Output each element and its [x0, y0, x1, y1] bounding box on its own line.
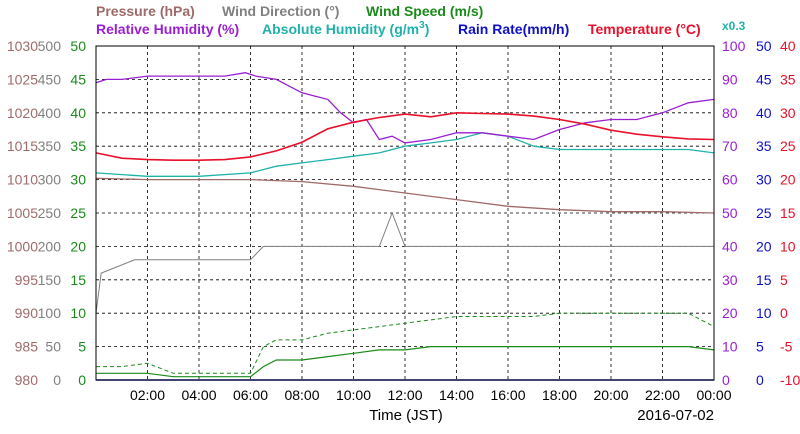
- date-label: 2016-07-02: [637, 407, 714, 424]
- y-tick-temperature: 30: [780, 105, 796, 121]
- y-tick-temperature: 35: [780, 71, 796, 87]
- y-tick-temperature: -5: [780, 339, 793, 355]
- y-tick-rain-rate: 45: [756, 71, 772, 87]
- y-tick-wind-speed: 25: [70, 205, 86, 221]
- y-tick-relative-humidity: 70: [722, 138, 738, 154]
- y-tick-wind-speed: 5: [78, 339, 86, 355]
- y-tick-wind-speed: 0: [78, 372, 86, 388]
- y-tick-wind-direction: 50: [45, 339, 61, 355]
- legend-wind-direction: Wind Direction (°): [222, 3, 339, 19]
- y-tick-temperature: 40: [780, 38, 796, 54]
- y-tick-relative-humidity: 60: [722, 172, 738, 188]
- axis-labels: 02:00 04:00 06:00 08:00 10:00 12:00 14:00 16:00…: [7, 38, 800, 403]
- y-tick-relative-humidity: 80: [722, 105, 738, 121]
- y-tick-pressure: 1005: [7, 205, 38, 221]
- series-absolute-humidity: [95, 132, 715, 177]
- y-tick-wind-speed: 45: [70, 71, 86, 87]
- y-tick-temperature: 10: [780, 238, 796, 254]
- y-tick-temperature: 15: [780, 205, 796, 221]
- y-tick-temperature: 5: [780, 272, 788, 288]
- x-tick-label: 20:00: [593, 387, 628, 403]
- x-tick-label: 12:00: [387, 387, 422, 403]
- y-tick-wind-speed: 35: [70, 138, 86, 154]
- legend-rain-scale: x0.3: [722, 19, 746, 33]
- y-tick-wind-speed: 30: [70, 172, 86, 188]
- y-tick-wind-speed: 50: [70, 38, 86, 54]
- x-tick-label: 18:00: [542, 387, 577, 403]
- y-tick-rain-rate: 5: [756, 339, 764, 355]
- x-tick-label: 00:00: [696, 387, 731, 403]
- y-tick-pressure: 1020: [7, 105, 38, 121]
- series-wind-speed: [96, 346, 715, 378]
- y-tick-relative-humidity: 30: [722, 272, 738, 288]
- y-tick-relative-humidity: 0: [722, 372, 730, 388]
- y-tick-wind-speed: 15: [70, 272, 86, 288]
- y-tick-wind-speed: 20: [70, 238, 86, 254]
- x-tick-label: 02:00: [130, 387, 165, 403]
- y-tick-wind-direction: 450: [38, 71, 62, 87]
- y-tick-pressure: 980: [15, 372, 39, 388]
- series-wind-direction: [95, 211, 714, 314]
- y-tick-pressure: 1000: [7, 238, 38, 254]
- y-tick-relative-humidity: 10: [722, 339, 738, 355]
- y-tick-rain-rate: 25: [756, 205, 772, 221]
- y-tick-relative-humidity: 100: [722, 38, 746, 54]
- legend-temperature: Temperature (°C): [588, 21, 701, 37]
- y-tick-temperature: 20: [780, 172, 796, 188]
- y-tick-rain-rate: 40: [756, 105, 772, 121]
- y-tick-wind-direction: 150: [38, 272, 62, 288]
- x-tick-label: 16:00: [490, 387, 525, 403]
- y-tick-pressure: 1025: [7, 71, 38, 87]
- y-tick-wind-direction: 350: [38, 138, 62, 154]
- series-wind-gust: [96, 312, 715, 374]
- y-tick-wind-speed: 40: [70, 105, 86, 121]
- series-pressure: [95, 177, 715, 214]
- y-tick-relative-humidity: 90: [722, 71, 738, 87]
- y-tick-temperature: -10: [780, 372, 800, 388]
- series-temperature: [95, 111, 715, 161]
- x-tick-label: 22:00: [645, 387, 680, 403]
- y-tick-wind-direction: 100: [38, 305, 62, 321]
- y-tick-pressure: 985: [15, 339, 39, 355]
- x-tick-label: 04:00: [181, 387, 216, 403]
- y-tick-wind-direction: 0: [53, 372, 61, 388]
- x-tick-label: 06:00: [233, 387, 268, 403]
- y-tick-rain-rate: 20: [756, 238, 772, 254]
- legend-absolute-humidity: Absolute Humidity (g/m3): [262, 20, 429, 37]
- x-tick-label: 08:00: [284, 387, 319, 403]
- y-tick-wind-direction: 500: [38, 38, 62, 54]
- plot-frame: [95, 45, 715, 381]
- y-tick-relative-humidity: 20: [722, 305, 738, 321]
- legend-pressure: Pressure (hPa): [96, 3, 195, 19]
- legend-wind-speed: Wind Speed (m/s): [366, 3, 483, 19]
- x-axis-title: Time (JST): [369, 407, 443, 424]
- y-tick-relative-humidity: 40: [722, 238, 738, 254]
- y-tick-pressure: 1030: [7, 38, 38, 54]
- y-tick-temperature: 0: [780, 305, 788, 321]
- legend-rain-rate: Rain Rate(mm/h): [458, 21, 569, 37]
- y-tick-wind-direction: 400: [38, 105, 62, 121]
- y-tick-pressure: 995: [15, 272, 39, 288]
- y-tick-rain-rate: 35: [756, 138, 772, 154]
- y-tick-wind-direction: 300: [38, 172, 62, 188]
- y-tick-wind-direction: 200: [38, 238, 62, 254]
- grid: [96, 46, 714, 380]
- y-tick-rain-rate: 10: [756, 305, 772, 321]
- legend-relative-humidity: Relative Humidity (%): [96, 21, 239, 37]
- y-tick-rain-rate: 0: [756, 372, 764, 388]
- x-tick-label: 10:00: [336, 387, 371, 403]
- y-tick-rain-rate: 30: [756, 172, 772, 188]
- y-tick-temperature: 25: [780, 138, 796, 154]
- y-tick-pressure: 1010: [7, 172, 38, 188]
- y-tick-rain-rate: 50: [756, 38, 772, 54]
- y-tick-pressure: 1015: [7, 138, 38, 154]
- y-tick-wind-direction: 250: [38, 205, 62, 221]
- x-tick-label: 14:00: [439, 387, 474, 403]
- y-tick-relative-humidity: 50: [722, 205, 738, 221]
- y-tick-rain-rate: 15: [756, 272, 772, 288]
- y-tick-wind-speed: 10: [70, 305, 86, 321]
- y-tick-pressure: 990: [15, 305, 39, 321]
